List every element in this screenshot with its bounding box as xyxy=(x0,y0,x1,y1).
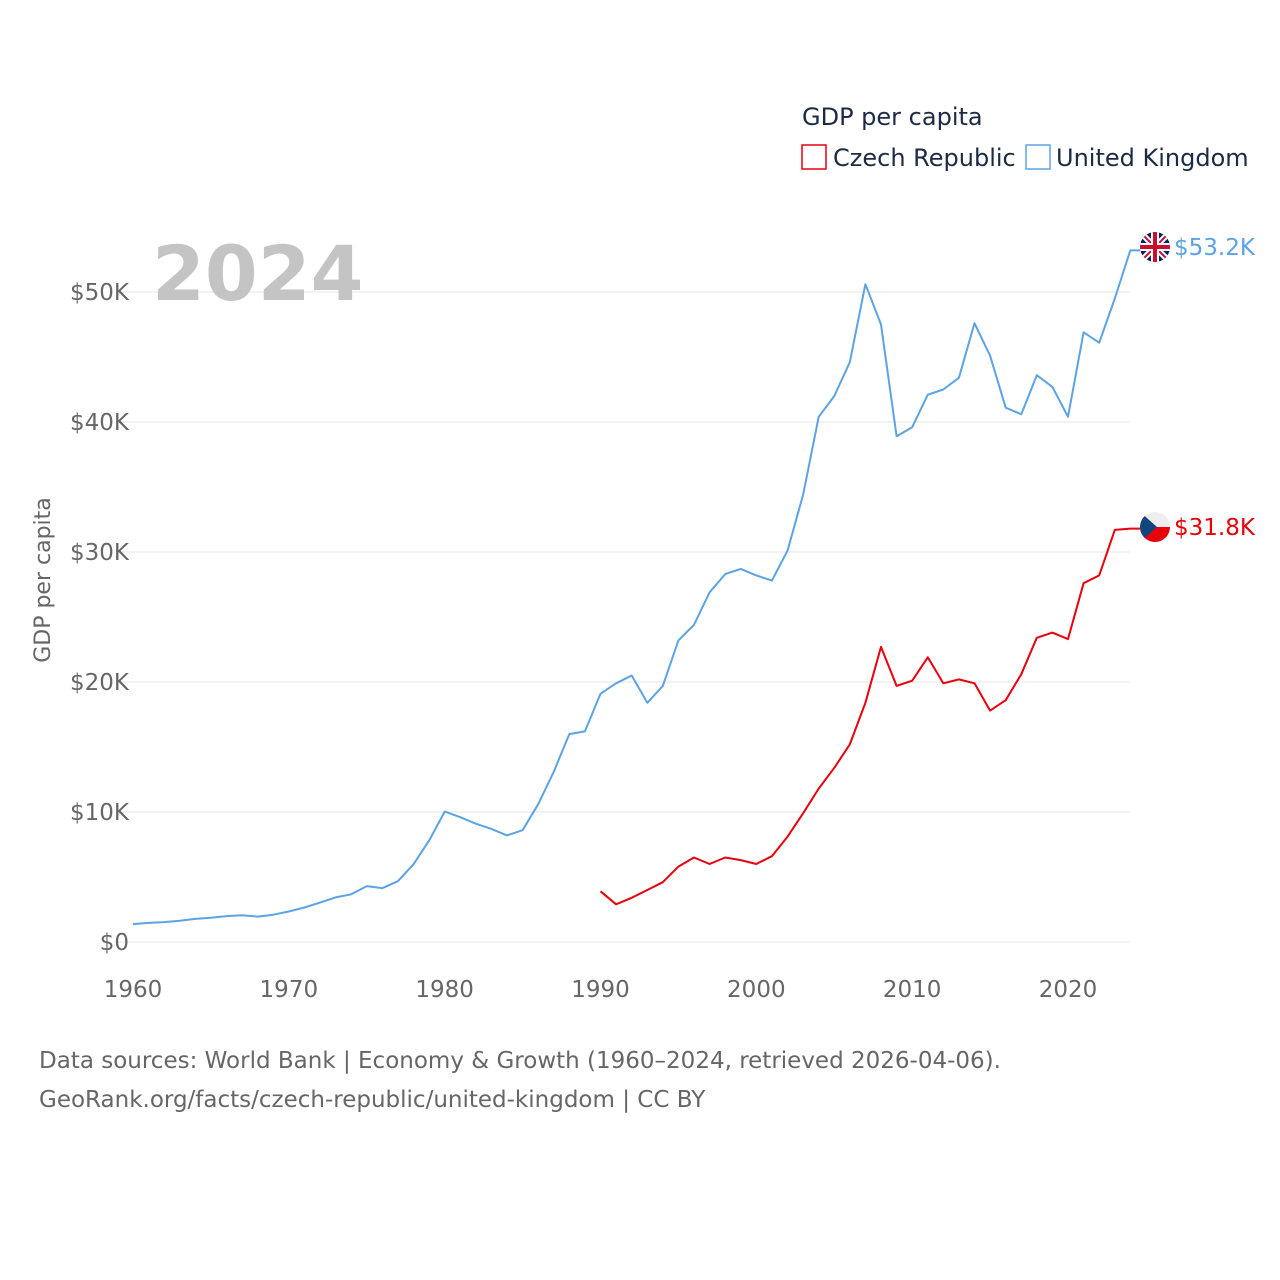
series-lines xyxy=(132,249,1140,926)
x-tick-label: 1990 xyxy=(571,977,630,1003)
x-tick-label: 2010 xyxy=(883,977,942,1003)
legend-swatch-uk xyxy=(1025,144,1051,170)
legend-item-czech-republic[interactable]: Czech Republic xyxy=(801,144,1016,172)
y-tick-label: $0 xyxy=(100,930,129,956)
legend-swatch-czech xyxy=(801,144,827,170)
source-line: Data sources: World Bank | Economy & Gro… xyxy=(39,1048,1001,1074)
legend-label-czech: Czech Republic xyxy=(833,144,1016,172)
x-tick-label: 2000 xyxy=(727,977,786,1003)
y-tick-label: $50K xyxy=(70,280,130,306)
source-url[interactable]: GeoRank.org/facts/czech-republic/united-… xyxy=(39,1087,706,1113)
legend-title: GDP per capita xyxy=(802,103,983,131)
y-axis: $0 $10K $20K $30K $40K $50K xyxy=(70,280,130,956)
y-tick-label: $10K xyxy=(70,800,130,826)
czech-flag-icon xyxy=(1140,512,1170,542)
legend-item-united-kingdom[interactable]: United Kingdom xyxy=(1025,144,1249,172)
x-axis: 1960 1970 1980 1990 2000 2010 2020 xyxy=(104,977,1098,1003)
grid-lines xyxy=(118,291,1130,943)
y-tick-label: $30K xyxy=(70,540,130,566)
source-footer: Data sources: World Bank | Economy & Gro… xyxy=(39,1042,1001,1120)
series-line-czech-republic xyxy=(599,527,1140,906)
y-tick-label: $40K xyxy=(70,410,130,436)
y-axis-label: GDP per capita xyxy=(31,497,56,663)
uk-flag-icon xyxy=(1140,232,1170,262)
x-tick-label: 2020 xyxy=(1039,977,1098,1003)
x-tick-label: 1960 xyxy=(104,977,163,1003)
series-line-united-kingdom xyxy=(132,249,1140,926)
legend-label-uk: United Kingdom xyxy=(1056,144,1249,172)
y-tick-label: $20K xyxy=(70,670,130,696)
czech-end-value: $31.8K xyxy=(1174,515,1256,541)
x-tick-label: 1970 xyxy=(260,977,319,1003)
current-year-label: 2024 xyxy=(152,229,364,318)
uk-end-value: $53.2K xyxy=(1174,235,1256,261)
x-tick-label: 1980 xyxy=(415,977,474,1003)
